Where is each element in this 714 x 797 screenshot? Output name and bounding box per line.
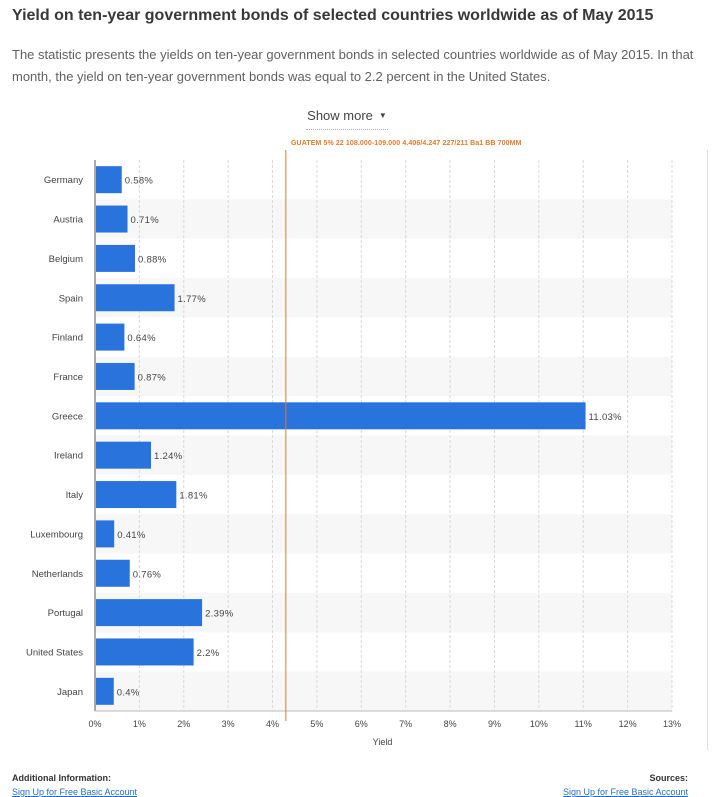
chart-description: The statistic presents the yields on ten… — [12, 47, 694, 84]
value-label: 0.41% — [117, 530, 146, 541]
chart-right-border — [707, 150, 708, 750]
value-label: 0.71% — [131, 215, 160, 226]
category-label: Austria — [53, 215, 83, 226]
bar-chart: Germany 0.58% Austria 0.71% Belgium 0.88% Spai… — [26, 150, 681, 747]
bar-united-states — [96, 638, 194, 666]
x-tick-label: 7% — [399, 719, 412, 729]
category-label: Finland — [52, 333, 83, 344]
show-more-button[interactable]: Show more ▼ — [306, 108, 388, 130]
x-tick-label: 10% — [530, 719, 548, 729]
bar-ireland — [96, 441, 152, 469]
value-label: 11.03% — [589, 412, 623, 423]
bar-italy — [96, 481, 177, 509]
bar-portugal — [96, 599, 203, 627]
value-label: 1.77% — [178, 294, 207, 305]
sources-label: Sources: — [649, 773, 688, 783]
x-axis-label: Yield — [373, 737, 393, 747]
category-label: Netherlands — [32, 569, 83, 580]
bar-belgium — [96, 244, 136, 272]
value-label: 0.4% — [117, 687, 140, 698]
bar-japan — [96, 677, 114, 705]
row-stripe — [95, 356, 672, 397]
ticker-overlay: GUATEM 5% 22 108.000-109.000 4.406/4.247… — [291, 140, 522, 147]
category-label: Portugal — [48, 608, 83, 619]
additional-information: Additional Information: Sign Up for Free… — [12, 773, 137, 797]
x-tick-label: 8% — [444, 719, 457, 729]
value-label: 1.24% — [154, 451, 183, 462]
x-tick-label: 1% — [133, 719, 146, 729]
page-title: Yield on ten-year government bonds of se… — [12, 7, 654, 24]
row-stripe — [95, 278, 672, 318]
category-label: Germany — [44, 175, 83, 186]
value-label: 0.58% — [125, 176, 154, 187]
value-label: 0.87% — [138, 372, 167, 383]
show-more-label: Show more — [307, 108, 373, 123]
x-tick-label: 6% — [355, 719, 368, 729]
x-tick-label: 13% — [663, 719, 681, 729]
category-label: Ireland — [54, 451, 83, 462]
category-label: Italy — [66, 490, 84, 501]
bar-france — [96, 362, 135, 390]
x-tick-label: 5% — [310, 719, 323, 729]
row-stripe — [95, 671, 672, 711]
value-label: 0.76% — [133, 569, 162, 580]
category-label: Japan — [57, 687, 83, 698]
value-label: 0.88% — [138, 254, 167, 265]
x-tick-label: 2% — [177, 719, 190, 729]
row-stripe — [95, 199, 672, 239]
bar-germany — [96, 166, 122, 194]
bar-austria — [96, 205, 128, 233]
row-stripe — [95, 514, 672, 554]
x-tick-label: 11% — [575, 719, 592, 729]
category-label: Luxembourg — [30, 529, 83, 540]
bar-finland — [96, 323, 125, 351]
value-label: 1.81% — [179, 491, 208, 502]
row-stripe — [95, 435, 672, 475]
additional-signup-link[interactable]: Sign Up for Free Basic Account — [12, 787, 138, 797]
bar-spain — [96, 284, 175, 312]
value-label: 0.64% — [127, 333, 156, 344]
chevron-down-icon: ▼ — [378, 111, 387, 120]
bar-luxembourg — [96, 520, 115, 548]
category-label: Greece — [52, 411, 83, 422]
bar-greece — [96, 402, 586, 430]
x-tick-label: 9% — [488, 719, 501, 729]
x-tick-label: 4% — [266, 719, 279, 729]
value-label: 2.39% — [205, 609, 234, 620]
x-tick-label: 12% — [619, 719, 637, 729]
sources: Sources: Sign Up for Free Basic Account — [563, 773, 688, 797]
x-tick-label: 3% — [222, 719, 235, 729]
category-label: United States — [26, 647, 83, 658]
x-tick-label: 0% — [88, 719, 101, 729]
category-label: Spain — [59, 293, 83, 304]
additional-information-label: Additional Information: — [12, 773, 111, 783]
bar-netherlands — [96, 559, 130, 587]
category-label: France — [53, 372, 83, 383]
category-label: Belgium — [49, 254, 83, 265]
sources-signup-link[interactable]: Sign Up for Free Basic Account — [562, 787, 688, 797]
value-label: 2.2% — [197, 648, 220, 659]
